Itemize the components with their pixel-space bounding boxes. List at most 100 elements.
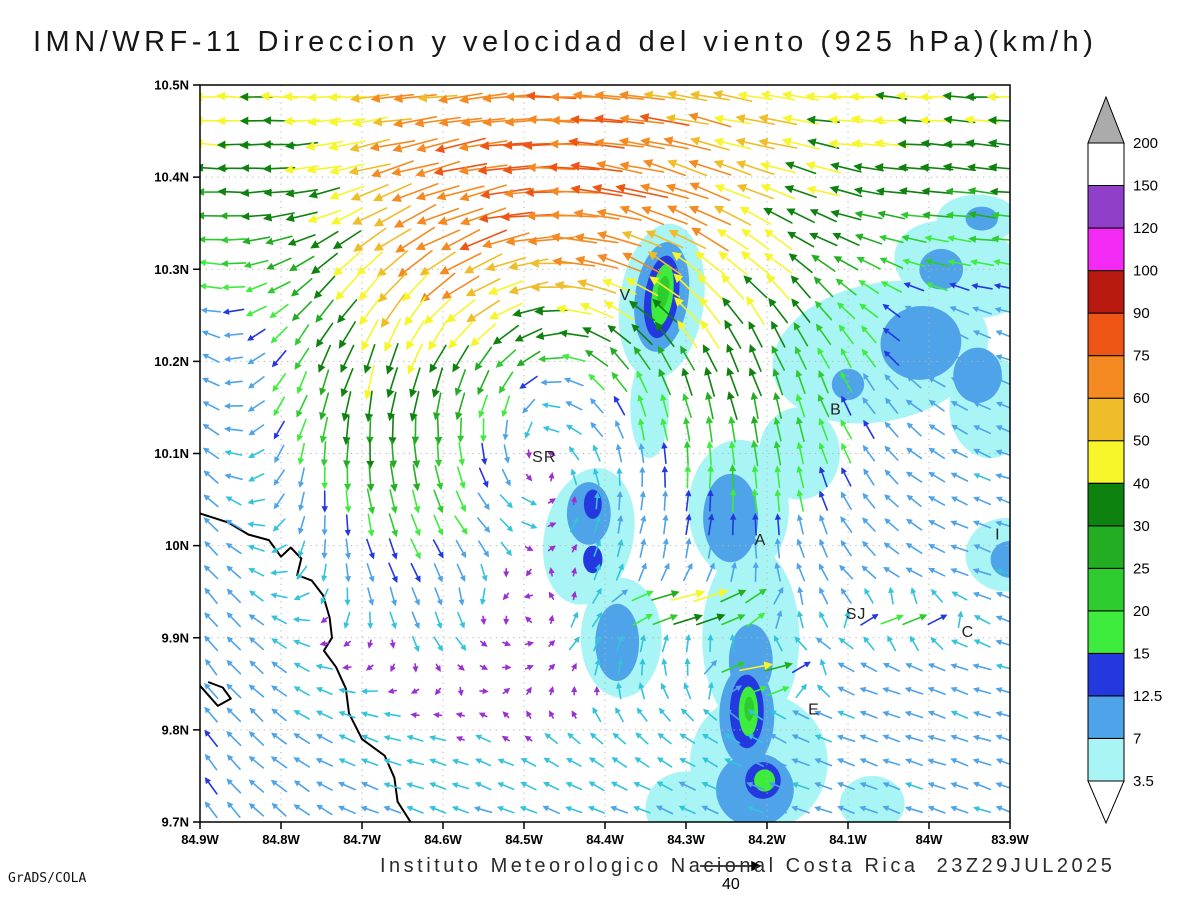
- wind-arrow: [995, 354, 1010, 361]
- wind-arrow: [950, 710, 969, 719]
- wind-arrow: [338, 758, 356, 767]
- wind-arrow: [593, 563, 601, 581]
- wind-arrow: [361, 318, 379, 352]
- colorbar-label: 12.5: [1133, 688, 1162, 705]
- wind-arrow: [607, 325, 632, 344]
- wind-arrow: [415, 160, 461, 178]
- wind-arrow: [900, 211, 928, 219]
- wind-arrow: [814, 782, 833, 790]
- wind-arrow: [612, 732, 627, 745]
- station-label-sr: SR: [532, 449, 556, 466]
- wind-arrow: [366, 488, 375, 515]
- wind-arrow: [405, 758, 424, 766]
- wind-arrow: [750, 439, 759, 467]
- wind-arrow: [862, 444, 876, 462]
- wind-arrow: [655, 805, 674, 815]
- colorbar-label: 90: [1133, 305, 1150, 322]
- wind-arrow: [774, 513, 782, 536]
- wind-arrow: [949, 306, 970, 316]
- wind-arrow: [768, 297, 789, 324]
- wind-arrow: [525, 568, 532, 577]
- wind-arrow: [887, 635, 897, 652]
- wind-arrow: [383, 782, 402, 790]
- wind-arrow: [419, 251, 456, 276]
- wind-arrow: [668, 229, 707, 250]
- wind-arrow: [904, 758, 923, 766]
- wind-arrow: [680, 345, 695, 371]
- wind-arrow: [882, 303, 901, 318]
- wind-arrow: [248, 614, 265, 626]
- wind-arrow: [950, 496, 968, 506]
- wind-arrow: [262, 212, 295, 222]
- wind-arrow: [388, 415, 397, 446]
- wind-arrow: [970, 258, 994, 267]
- wind-arrow: [816, 684, 831, 698]
- colorbar-band: [1087, 610, 1125, 654]
- wind-arrow: [306, 164, 343, 174]
- wind-arrow: [728, 415, 736, 443]
- wind-arrow: [226, 612, 241, 628]
- wind-arrow: [569, 516, 579, 532]
- wind-arrow: [204, 587, 218, 605]
- wind-arrow: [972, 663, 992, 671]
- wind-arrow: [337, 299, 358, 324]
- wind-arrow: [439, 252, 482, 275]
- wind-arrow: [571, 590, 578, 601]
- wind-arrow: [771, 345, 785, 371]
- wind-arrow: [372, 117, 413, 127]
- wind-arrow: [582, 327, 611, 342]
- wind-arrow: [995, 615, 1010, 623]
- wind-arrow: [764, 661, 793, 672]
- wind-arrow: [474, 782, 492, 791]
- wind-arrow: [701, 757, 718, 768]
- wind-arrow: [863, 419, 875, 439]
- wind-arrow: [451, 782, 470, 790]
- wind-arrow: [592, 467, 600, 486]
- station-label-a: A: [755, 532, 767, 549]
- wind-arrow: [806, 185, 841, 197]
- wind-arrow: [840, 371, 853, 393]
- lat-tick-label: 9.8N: [162, 722, 189, 737]
- wind-arrow: [995, 520, 1010, 528]
- wind-arrow: [609, 346, 629, 370]
- wind-arrow: [526, 710, 532, 719]
- wind-arrow: [950, 686, 969, 695]
- wind-arrow: [773, 634, 783, 652]
- wind-arrow: [204, 753, 218, 771]
- wind-arrow: [637, 394, 647, 417]
- wind-arrow: [480, 187, 532, 199]
- wind-arrow: [548, 186, 599, 197]
- wind-arrow: [735, 160, 775, 176]
- wind-arrow: [859, 734, 878, 743]
- wind-arrow: [540, 379, 562, 386]
- wind-arrow: [972, 806, 991, 813]
- wind-arrow: [459, 229, 507, 251]
- wind-arrow: [910, 587, 918, 605]
- wind-arrow: [270, 779, 288, 793]
- wind-arrow: [319, 416, 329, 444]
- wind-arrow: [840, 539, 852, 557]
- wind-arrow: [341, 391, 352, 422]
- wind-arrow: [882, 687, 901, 695]
- wind-arrow: [795, 416, 805, 443]
- wind-arrow: [837, 805, 855, 814]
- wind-arrow: [542, 425, 560, 433]
- wind-arrow: [387, 687, 397, 695]
- wind-arrow: [296, 371, 307, 395]
- wind-arrow: [819, 490, 828, 511]
- wind-arrow: [682, 562, 693, 582]
- wind-arrow: [464, 253, 503, 274]
- wind-speed-shaded-cell: [744, 696, 755, 721]
- wind-arrow: [882, 327, 901, 342]
- wind-arrow: [343, 640, 351, 647]
- wind-arrow: [796, 465, 805, 489]
- wind-arrow: [405, 782, 424, 790]
- wind-arrow: [457, 611, 465, 629]
- wind-arrow: [616, 539, 624, 558]
- wind-arrow: [707, 464, 715, 489]
- wind-arrow: [877, 210, 906, 220]
- wind-arrow: [356, 251, 383, 276]
- wind-arrow: [751, 464, 759, 489]
- wind-arrow: [592, 444, 601, 462]
- wind-arrow: [884, 397, 899, 414]
